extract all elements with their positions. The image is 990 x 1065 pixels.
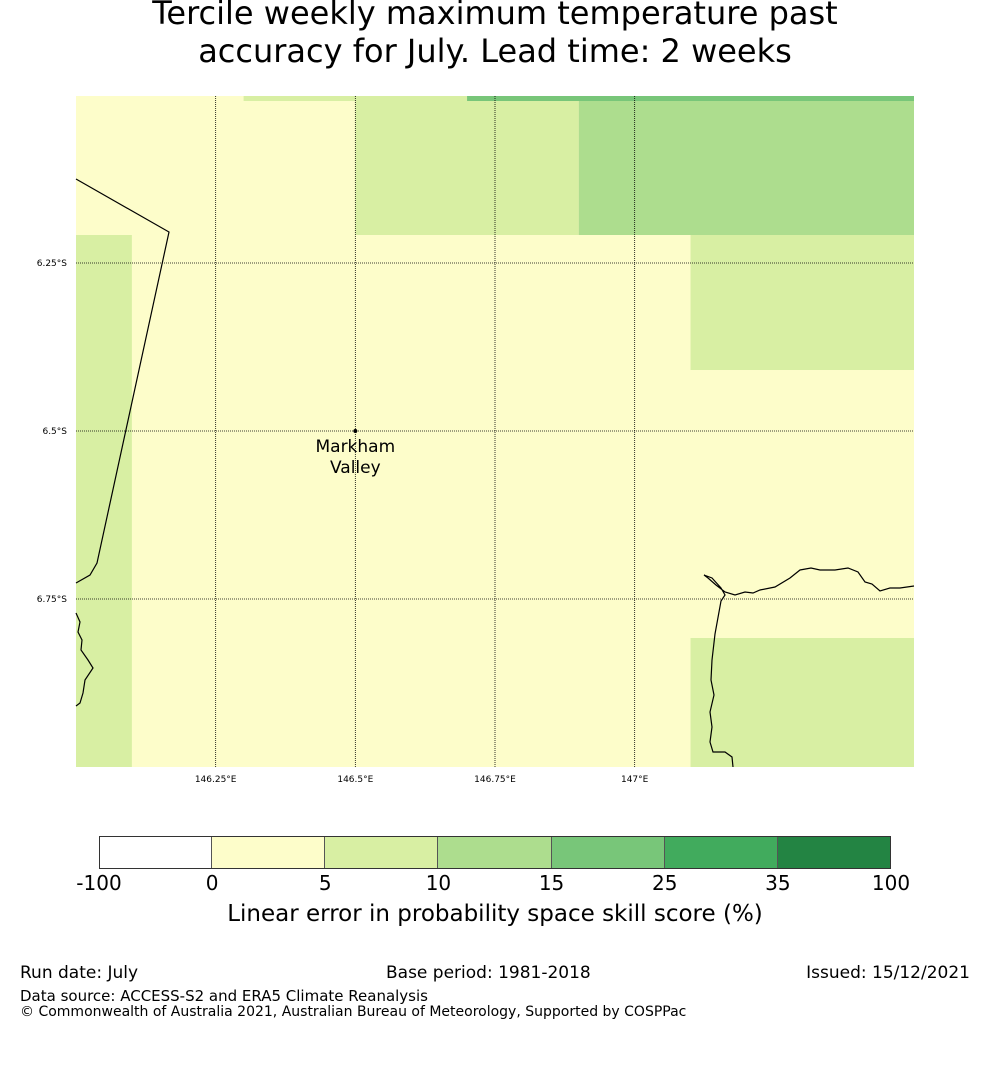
colorbar-segment [325, 836, 439, 869]
title-line-1: Tercile weekly maximum temperature past [152, 0, 838, 32]
coast-west [75, 612, 94, 707]
data-source: Data source: ACCESS-S2 and ERA5 Climate … [20, 987, 428, 1005]
grid-cell [355, 101, 579, 235]
tick-labels: 146.25°E 146.5°E 146.75°E 147°E 6.25°S 6.5°S 6… [37, 259, 649, 785]
graticule [76, 96, 914, 767]
grid-cell [690, 638, 914, 767]
lon-tick-label: 146.75°E [474, 775, 516, 785]
location-name-line-1: Markham [315, 437, 395, 457]
colorbar-tick-label: -100 [76, 871, 122, 895]
border-line [75, 178, 170, 584]
colorbar-segment [212, 836, 326, 869]
base-period: Base period: 1981-2018 [386, 963, 591, 983]
colorbar-segment [551, 836, 665, 869]
lon-tick-label: 146.25°E [195, 775, 237, 785]
lon-tick-label: 146.5°E [337, 775, 373, 785]
map-title: Tercile weekly maximum temperature past … [0, 0, 990, 70]
lat-tick-label: 6.5°S [42, 427, 67, 437]
coastlines [75, 178, 915, 768]
coast-huon-gulf [703, 567, 915, 768]
colorbar-tick-label: 35 [765, 871, 791, 895]
colorbar-segment [438, 836, 552, 869]
grid-cells [76, 96, 915, 767]
skill-score-map: 146.25°E 146.5°E 146.75°E 147°E 6.25°S 6.5°S 6… [37, 96, 915, 785]
grid-cell [467, 96, 914, 101]
colorbar [99, 836, 891, 869]
issued-date: Issued: 15/12/2021 [806, 963, 970, 983]
colorbar-tick-label: 25 [651, 871, 678, 895]
colorbar-label: Linear error in probability space skill … [227, 901, 763, 927]
location-dot [353, 429, 358, 433]
colorbar-segment [99, 836, 213, 869]
lon-tick-label: 147°E [621, 775, 649, 785]
colorbar-segment [664, 836, 778, 869]
grid-cell [690, 235, 914, 370]
colorbar-tick-label: 5 [318, 871, 332, 895]
lat-tick-label: 6.75°S [37, 595, 68, 605]
colorbar-segment [777, 836, 891, 869]
run-date: Run date: July [20, 963, 139, 983]
colorbar-tick-label: 0 [205, 871, 219, 895]
grid-cell [76, 235, 132, 767]
location-name-line-2: Valley [330, 458, 381, 478]
grid-cell [578, 101, 914, 235]
lat-tick-label: 6.25°S [37, 259, 68, 269]
title-line-2: accuracy for July. Lead time: 2 weeks [198, 32, 792, 70]
copyright: © Commonwealth of Australia 2021, Austra… [20, 1004, 687, 1020]
colorbar-tick-label: 10 [425, 871, 452, 895]
colorbar-tick-label: 100 [871, 871, 911, 895]
colorbar-tick-label: 15 [538, 871, 565, 895]
